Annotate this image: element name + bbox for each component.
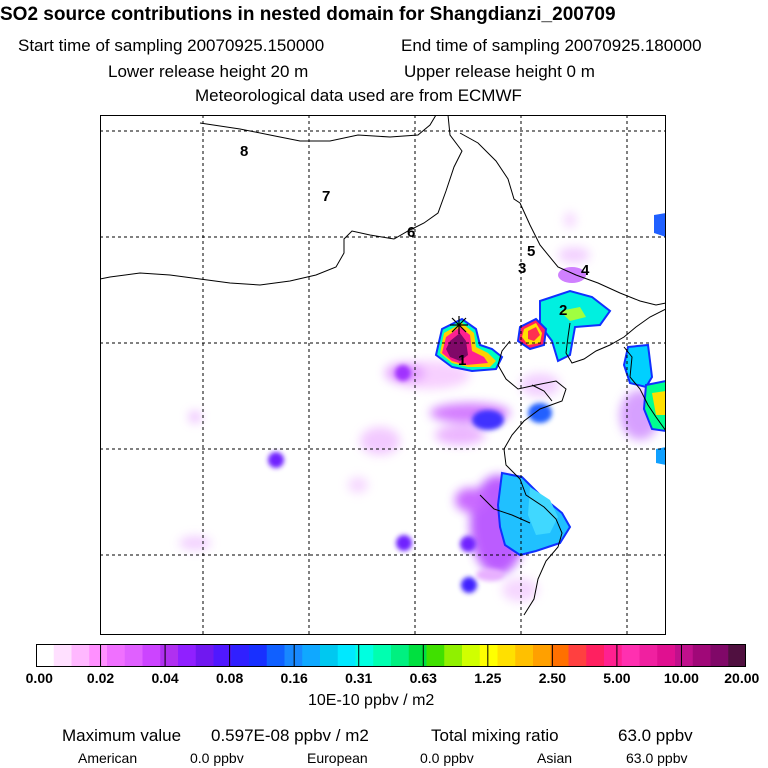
colorbar-cell xyxy=(284,644,303,667)
colorbar-tick: 0.16 xyxy=(280,670,308,686)
trajectory-point-2: 2 xyxy=(559,302,567,319)
colorbar-cell xyxy=(178,644,197,667)
colorbar-cell xyxy=(568,644,587,667)
colorbar-cell xyxy=(266,644,286,667)
colorbar-cell xyxy=(249,644,268,667)
region-value-asian: 63.0 ppbv xyxy=(626,750,688,766)
trajectory-point-3: 3 xyxy=(518,260,526,277)
total-mixing-ratio-value: 63.0 ppbv xyxy=(618,726,693,745)
max-value-label: Maximum value xyxy=(62,726,182,745)
colorbar-cell xyxy=(586,644,605,667)
colorbar-cell xyxy=(604,644,623,667)
colorbar-cell xyxy=(107,644,126,667)
colorbar-cell xyxy=(36,644,55,667)
map-frame xyxy=(100,115,666,635)
colorbar-tick: 20.00 xyxy=(724,670,760,686)
colorbar-cell xyxy=(124,644,144,667)
trajectory-point-1: 1 xyxy=(458,352,466,369)
receptor-x-marker xyxy=(450,316,468,334)
colorbar-cell xyxy=(373,644,392,667)
colorbar-cell xyxy=(728,644,746,667)
colorbar-tick: 10.00 xyxy=(663,670,699,686)
colorbar-cell xyxy=(231,644,250,667)
colorbar-cell xyxy=(142,644,161,667)
colorbar-cell xyxy=(462,644,481,667)
colorbar-cell xyxy=(479,644,499,667)
plot-title: SO2 source contributions in nested domai… xyxy=(0,4,616,25)
colorbar-cell xyxy=(391,644,410,667)
colorbar-tick: 5.00 xyxy=(603,670,631,686)
colorbar-cell xyxy=(53,644,73,667)
colorbar-cell xyxy=(692,644,712,667)
colorbar-tick: 0.63 xyxy=(409,670,437,686)
colorbar-tick: 0.08 xyxy=(216,670,244,686)
colorbar-tick: 0.02 xyxy=(86,670,115,686)
colorbar-cell xyxy=(355,644,374,667)
colorbar-cell xyxy=(497,644,516,667)
region-value-european: 0.0 ppbv xyxy=(420,750,474,766)
colorbar-cell xyxy=(160,644,179,667)
colorbar-tick: 1.25 xyxy=(474,670,502,686)
concentration-field xyxy=(179,212,666,602)
colorbar-cell xyxy=(639,644,658,667)
region-name-asian: Asian xyxy=(537,750,573,766)
colorbar-cell xyxy=(320,644,339,667)
region-name-american: American xyxy=(78,750,138,766)
colorbar-unit: 10E-10 ppbv / m2 xyxy=(308,692,435,709)
colorbar-cell xyxy=(675,644,694,667)
colorbar-cell xyxy=(710,644,729,667)
max-value: 0.597E-08 ppbv / m2 xyxy=(211,726,369,745)
meteorological-data-label: Meteorological data used are from ECMWF xyxy=(195,86,522,105)
colorbar-tick: 0.00 xyxy=(25,670,53,686)
colorbar-cell xyxy=(426,644,445,667)
colorbar-cell xyxy=(408,644,428,667)
trajectory-point-5: 5 xyxy=(527,243,535,260)
map-panel: 1 2 3 4 5 6 7 8 xyxy=(100,115,666,635)
colorbar-cell xyxy=(337,644,357,667)
colorbar-cell xyxy=(533,644,552,667)
colorbar-cell xyxy=(515,644,534,667)
region-value-american: 0.0 ppbv xyxy=(190,750,244,766)
colorbar-cell xyxy=(302,644,321,667)
trajectory-point-6: 6 xyxy=(407,224,415,241)
colorbar-cell xyxy=(195,644,215,667)
colorbar-cell xyxy=(213,644,232,667)
colorbar-tick: 0.31 xyxy=(345,670,373,686)
colorbar xyxy=(36,644,746,667)
region-name-european: European xyxy=(307,750,368,766)
total-mixing-ratio-label: Total mixing ratio xyxy=(431,726,559,745)
start-time-label: Start time of sampling 20070925.150000 xyxy=(18,36,325,55)
colorbar-cell xyxy=(550,644,570,667)
trajectory-point-7: 7 xyxy=(322,188,330,205)
colorbar-cell xyxy=(621,644,641,667)
colorbar-tick: 0.04 xyxy=(151,670,179,686)
coastline-borders xyxy=(100,115,666,616)
end-time-label: End time of sampling 20070925.180000 xyxy=(401,36,702,55)
trajectory-point-8: 8 xyxy=(240,143,248,160)
colorbar-cell xyxy=(89,644,108,667)
colorbar-cell xyxy=(657,644,676,667)
lower-release-height-label: Lower release height 20 m xyxy=(108,62,309,81)
trajectory-point-4: 4 xyxy=(581,262,590,279)
colorbar-tick: 2.50 xyxy=(538,670,566,686)
trajectory-labels: 1 2 3 4 5 6 7 8 xyxy=(240,143,590,369)
colorbar-cell xyxy=(71,644,90,667)
upper-release-height-label: Upper release height 0 m xyxy=(404,62,595,81)
colorbar-cell xyxy=(444,644,463,667)
